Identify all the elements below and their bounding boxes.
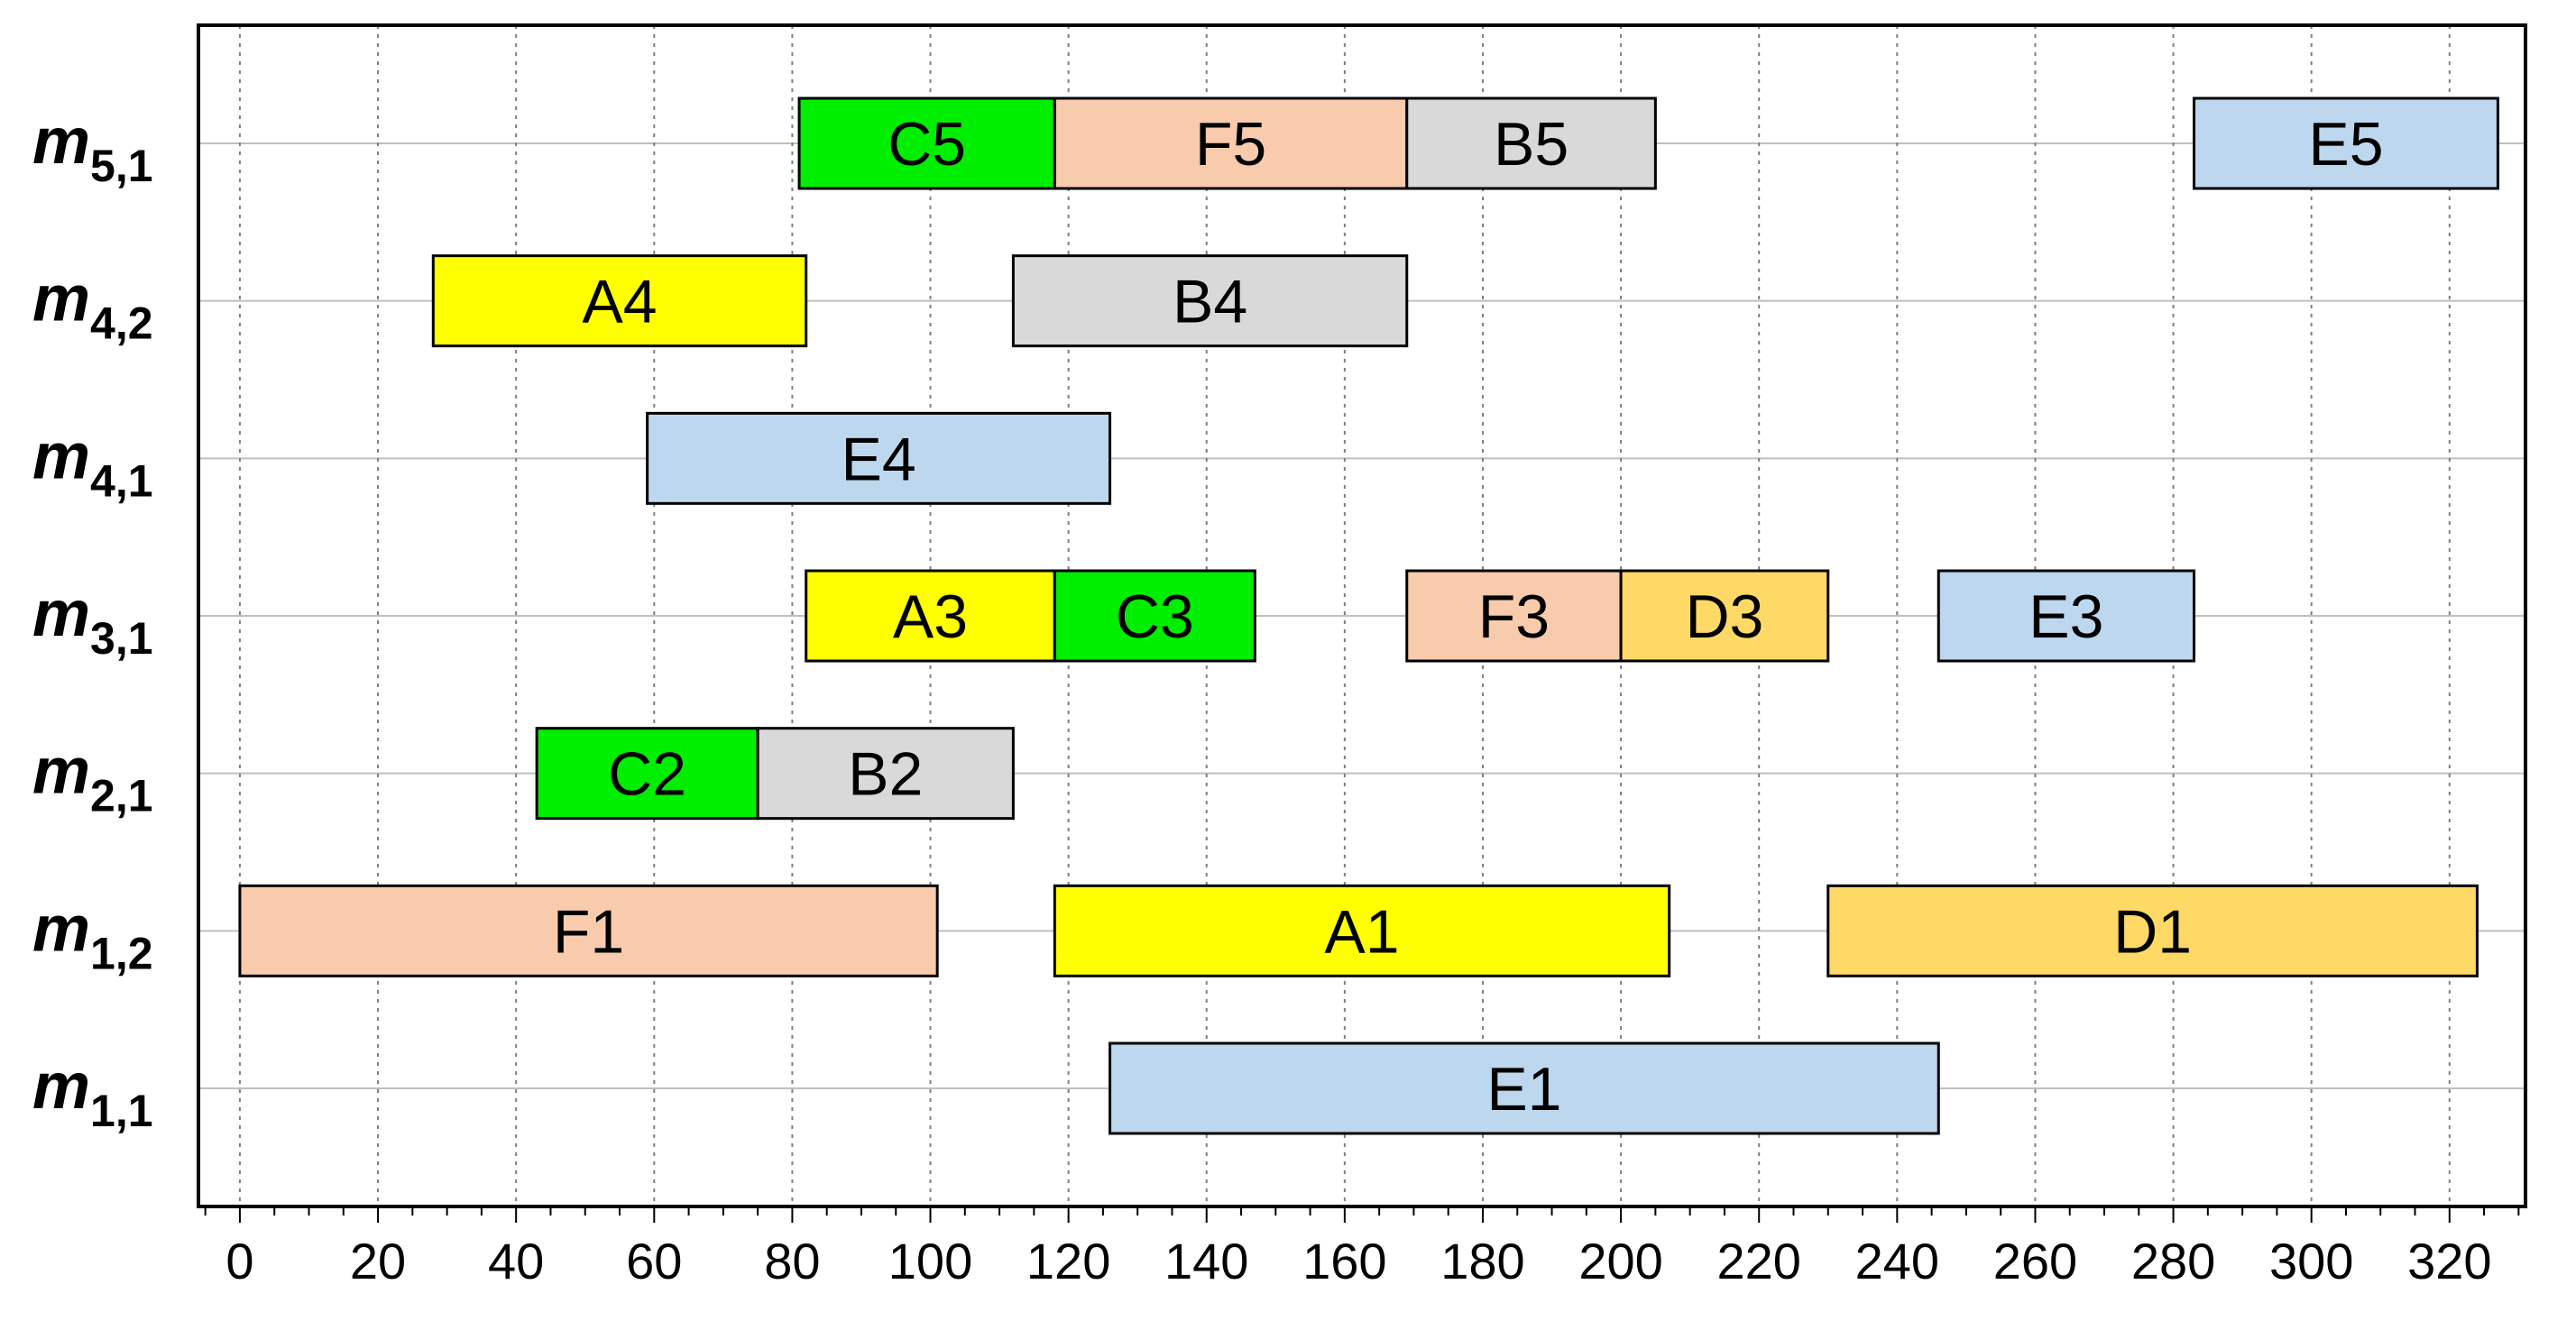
task-bars: C5 F5 B5 E5 A4 B4 E4 A3 C3 F3 D3 E3 C2 B2 F1 A1 D1 E1 [238,96,2499,1135]
row-label-base: m [32,578,90,650]
task-label: F5 [1195,110,1266,179]
x-tick-label: 300 [2269,1233,2353,1289]
task-label: B4 [1173,268,1247,336]
row-label-m31: m3,1 [32,578,153,664]
task-bar [431,254,808,348]
task-a3: A3 [805,569,1056,663]
task-label: A3 [893,583,968,651]
task-f3: F3 [1405,569,1623,663]
x-tick-label: 20 [350,1233,406,1289]
task-label: B2 [848,740,923,809]
task-bar [646,411,1112,505]
task-bar [2193,96,2499,190]
task-label: E3 [2029,583,2103,651]
row-label-base: m [32,105,90,178]
task-e5: E5 [2193,96,2499,190]
x-tick-label: 240 [1855,1233,1939,1289]
task-c5: C5 [797,96,1056,190]
x-tick-label: 60 [626,1233,682,1289]
task-e3: E3 [1937,569,2196,663]
x-tick-label: 0 [225,1233,253,1289]
task-bar [1405,569,1623,663]
plot-frame [197,23,2527,1208]
x-tick-label: 120 [1026,1233,1110,1289]
task-label: A4 [582,268,657,336]
x-tick-label: 320 [2407,1233,2491,1289]
row-label-base: m [32,420,90,492]
task-f1: F1 [238,884,939,977]
row-label-base: m [32,893,90,965]
row-label-m51: m5,1 [32,105,153,191]
row-label-subscript: 1,1 [90,1086,153,1136]
x-tick-label: 160 [1302,1233,1386,1289]
task-b2: B2 [756,727,1015,821]
x-tick-label: 40 [488,1233,544,1289]
row-label-subscript: 5,1 [90,141,153,191]
x-tick-label: 200 [1578,1233,1662,1289]
row-label-subscript: 3,1 [90,613,153,664]
task-label: C3 [1116,583,1194,651]
row-label-subscript: 4,2 [90,298,153,349]
task-bar [797,96,1056,190]
row-label-subscript: 4,1 [90,455,153,506]
task-bar [805,569,1056,663]
row-label-subscript: 1,2 [90,928,153,978]
task-bar [1011,254,1409,348]
task-bar [1405,96,1657,190]
task-label: B5 [1494,110,1569,179]
task-label: E4 [842,425,916,493]
task-label: D1 [2113,897,2192,966]
task-c2: C2 [535,727,759,821]
task-a1: A1 [1053,884,1671,977]
row-label-m11: m1,1 [32,1050,153,1136]
x-tick-label: 180 [1440,1233,1524,1289]
task-label: C2 [608,740,686,809]
task-label: D3 [1685,583,1763,651]
task-e4: E4 [646,411,1112,505]
task-bar [1053,96,1409,190]
task-label: E5 [2308,110,2383,179]
row-label-subscript: 2,1 [90,771,153,821]
task-bar [1937,569,2196,663]
row-label-m41: m4,1 [32,420,153,506]
x-tick-label: 140 [1164,1233,1248,1289]
task-label: E1 [1486,1055,1561,1124]
task-bar [756,727,1015,821]
task-c3: C3 [1053,569,1256,663]
row-label-m21: m2,1 [32,736,153,821]
x-tick-label: 80 [764,1233,820,1289]
task-e1: E1 [1109,1041,1940,1135]
x-axis: 0 20 40 60 80 100 120 140 160 180 200 220 240 260 280 3… [204,1206,2520,1289]
task-bar [1109,1041,1940,1135]
task-d1: D1 [1826,884,2479,977]
task-label: F1 [553,897,624,966]
x-tick-label: 100 [888,1233,972,1289]
task-f5: F5 [1053,96,1409,190]
task-a4: A4 [431,254,808,348]
task-bar [1619,569,1830,663]
x-tick-label: 260 [1993,1233,2077,1289]
row-label-base: m [32,736,90,808]
task-bar [1053,569,1256,663]
task-label: C5 [888,110,966,179]
task-d3: D3 [1619,569,1830,663]
task-bar [238,884,939,977]
y-axis-labels: m5,1m4,2m4,1m3,1m2,1m1,2m1,1 [32,105,153,1136]
row-label-m12: m1,2 [32,893,153,978]
task-b4: B4 [1011,254,1409,348]
x-tick-label: 280 [2131,1233,2215,1289]
row-label-base: m [32,263,90,335]
x-tick-label: 220 [1716,1233,1800,1289]
task-label: A1 [1324,897,1399,966]
task-label: F3 [1478,583,1550,651]
row-label-base: m [32,1050,90,1123]
row-label-m42: m4,2 [32,263,153,349]
task-bar [1053,884,1671,977]
task-b5: B5 [1405,96,1657,190]
task-bar [535,727,759,821]
task-bar [1826,884,2479,977]
